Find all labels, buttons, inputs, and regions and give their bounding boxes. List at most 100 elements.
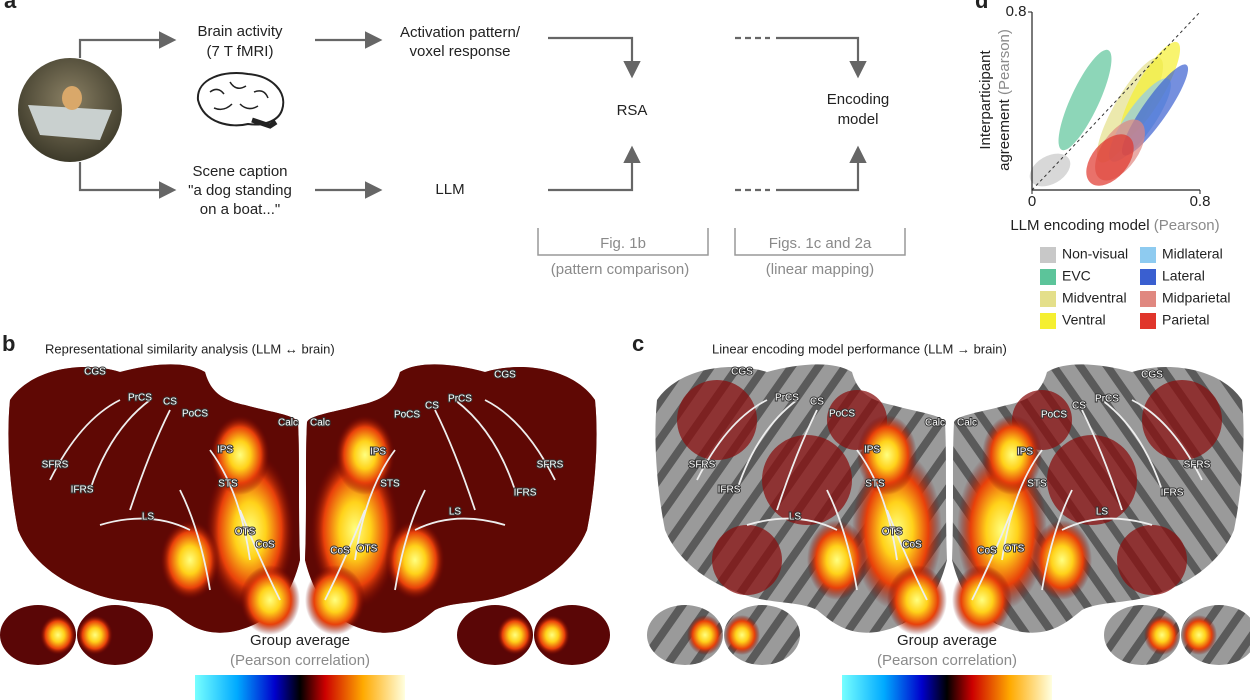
bracket-text: Figs. 1c and 2a	[769, 235, 872, 252]
sulcus-label: Calc	[310, 418, 330, 429]
sulcus-label: IFRS	[71, 485, 94, 496]
colorbar	[842, 675, 1052, 700]
sulcus-line	[826, 489, 858, 591]
sulcus-label: OTS	[1004, 544, 1025, 555]
boat	[28, 105, 112, 140]
sulcus-line	[129, 409, 171, 511]
activation-hotspot	[160, 520, 220, 600]
sulcus-label: SFRS	[42, 460, 69, 471]
sulcus-line	[179, 489, 211, 591]
colorbar-subtitle: (Pearson correlation)	[230, 652, 370, 669]
sulcus-label: CGS	[84, 367, 106, 378]
identity-line	[1031, 11, 1201, 191]
activation-patch	[1142, 380, 1222, 460]
legend-label: Midlateral	[1162, 246, 1223, 262]
arrow	[78, 162, 177, 199]
legend-swatch	[1140, 269, 1156, 285]
sulcus-line	[971, 509, 1013, 601]
activation-hotspot	[1181, 615, 1217, 655]
sulcus-line	[434, 409, 476, 511]
legend-swatch	[1040, 269, 1056, 285]
activation-patch	[762, 435, 852, 525]
sulcus-label: Calc	[925, 418, 945, 429]
panel-label: b	[2, 331, 15, 356]
sulcus-line	[394, 489, 426, 591]
sulcus-line	[1001, 449, 1043, 561]
sulcus-label: CGS	[731, 367, 753, 378]
sulcus-label: OTS	[235, 527, 256, 538]
activation-patch	[677, 380, 757, 460]
legend-swatch	[1140, 291, 1156, 307]
colorbar-title: Group average	[250, 632, 350, 649]
voxel-cloud	[1058, 49, 1112, 151]
legend-label: Midparietal	[1162, 290, 1230, 306]
sulcus-label: IPS	[1017, 447, 1033, 458]
x-tick-label: 0.8	[1190, 193, 1211, 210]
activation-hotspot	[305, 565, 365, 635]
sulcus-line	[776, 409, 818, 511]
sulcus-line	[736, 399, 798, 491]
sulcus-label: PrCS	[1095, 394, 1119, 405]
activation-hotspot	[1032, 520, 1092, 600]
sulcus-line	[746, 517, 838, 531]
sulcus-label: CGS	[1141, 370, 1163, 381]
legend-label: Parietal	[1162, 312, 1209, 328]
y-axis-label: Interparticipant	[977, 50, 994, 150]
x-axis-unit: (Pearson)	[1154, 217, 1220, 234]
node-text: Scene caption	[192, 163, 287, 180]
arrow	[776, 36, 867, 79]
sulcus-line	[1061, 517, 1153, 531]
sulcus-line	[324, 509, 366, 601]
activation-hotspot	[952, 565, 1012, 635]
sulcus-label: STS	[865, 479, 885, 490]
y-tick-label: 0.8	[1006, 3, 1027, 20]
activation-hotspot	[240, 565, 300, 635]
sulcus-line	[1101, 399, 1163, 491]
colorbar-title: Group average	[897, 632, 997, 649]
sulcus-label: LS	[1096, 507, 1109, 518]
activation-hotspot	[534, 615, 570, 655]
activation-hotspot	[40, 615, 76, 655]
sulcus-label: PrCS	[128, 393, 152, 404]
sulcus-label: PoCS	[394, 410, 420, 421]
sulcus-label: CS	[163, 397, 177, 408]
bracket-text: (linear mapping)	[766, 261, 874, 278]
y-axis-label-text: agreement	[996, 98, 1013, 171]
sulcus-label: CoS	[330, 546, 350, 557]
dog	[62, 86, 82, 110]
sulcus-line	[1041, 489, 1073, 591]
activation-hotspot	[807, 520, 867, 600]
activation-hotspot	[77, 615, 113, 655]
sulcus-line	[99, 517, 191, 531]
sulcus-label: SFRS	[537, 460, 564, 471]
legend-swatch	[1040, 313, 1056, 329]
node-text: Activation pattern/	[400, 24, 521, 41]
sulcus-label: PrCS	[448, 394, 472, 405]
sulcus-line	[49, 399, 121, 481]
sulcus-label: OTS	[357, 544, 378, 555]
flatmap	[952, 364, 1244, 635]
legend-label: Ventral	[1062, 312, 1106, 328]
brain-icon-cerebellum	[251, 117, 278, 129]
sulcus-label: PrCS	[775, 393, 799, 404]
legend-label: Non-visual	[1062, 246, 1128, 262]
sulcus-line	[1081, 409, 1123, 511]
node-text: Encoding	[827, 91, 890, 108]
sulcus-line	[239, 509, 281, 601]
panel-label: d	[975, 0, 988, 13]
legend-swatch	[1040, 291, 1056, 307]
sulcus-label: IFRS	[514, 488, 537, 499]
activation-patch	[1047, 435, 1137, 525]
sulcus-label: CS	[810, 397, 824, 408]
sulcus-line	[89, 399, 151, 491]
sulcus-label: IPS	[217, 445, 233, 456]
node-text: Brain activity	[197, 23, 283, 40]
sulcus-label: CoS	[977, 546, 997, 557]
sulcus-label: STS	[380, 479, 400, 490]
node-text: model	[838, 111, 879, 128]
sulcus-label: CoS	[255, 540, 275, 551]
legend-swatch	[1040, 247, 1056, 263]
sulcus-label: STS	[218, 479, 238, 490]
sulcus-label: PoCS	[182, 409, 208, 420]
